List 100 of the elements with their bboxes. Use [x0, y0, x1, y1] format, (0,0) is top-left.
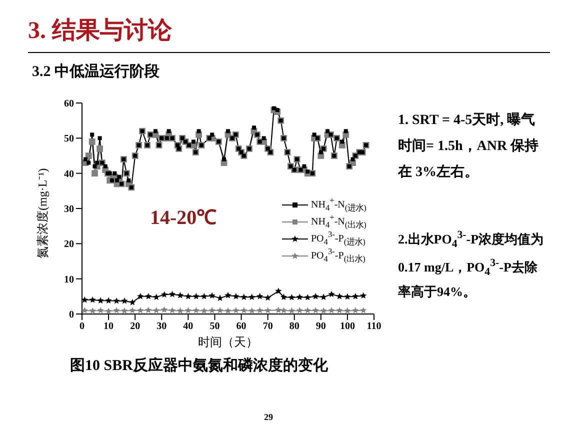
point: [336, 292, 343, 300]
point: [288, 294, 296, 300]
point: [200, 307, 208, 314]
y-tick-label: 10: [64, 274, 74, 286]
chart-title: 3. 结果与讨论: [28, 16, 172, 46]
point: [82, 306, 88, 314]
text: 1. SRT = 4-5天时, 曝气时间= 1.5h，ANR 保持在 3%左右。: [398, 111, 540, 182]
point: [168, 290, 176, 298]
point: [312, 306, 319, 314]
x-tick-label: 30: [156, 321, 167, 332]
legend-label: PO$_{4}$$^{3-}$-P$_{(出水)}$: [311, 246, 366, 264]
point: [184, 292, 192, 300]
x-tick-label: 0: [80, 321, 84, 332]
x-tick-label: 90: [316, 321, 326, 332]
x-tick-label: 70: [262, 321, 273, 332]
point: [184, 306, 192, 314]
point: [344, 307, 351, 314]
point: [121, 307, 128, 314]
point: [224, 307, 232, 314]
point: [328, 306, 335, 314]
y-axis-title: 氮素浓度(mg·L⁻¹): [35, 168, 50, 258]
point: [296, 306, 303, 314]
point: [344, 293, 351, 300]
x-tick-label: 50: [210, 321, 220, 332]
point: [360, 306, 367, 314]
point: [248, 294, 256, 300]
text: 2.出水PO$_{4}$$^{3-}$-P浓度均值为0.17 mg/L，PO$_{4}$$^{3-}$-P去除率高于94%。: [398, 229, 544, 299]
point: [176, 292, 184, 298]
point: [153, 306, 160, 314]
point: [264, 294, 272, 301]
point: [145, 292, 152, 300]
x-tick-label: 110: [366, 321, 382, 332]
legend-label: PO$_{4}$$^{3-}$-P$_{(进水)}$: [311, 230, 366, 248]
point: [280, 306, 288, 314]
point: [232, 292, 240, 300]
point: [113, 297, 120, 304]
y-tick-label: 60: [64, 98, 74, 110]
point: [89, 307, 96, 314]
point: [256, 306, 264, 314]
annotation: 14-20℃: [150, 206, 217, 230]
point: [113, 306, 120, 314]
point: [336, 306, 343, 314]
point: [240, 306, 248, 314]
caption: 图10 SBR反应器中氨氮和磷浓度的变化: [70, 356, 328, 375]
point: [208, 306, 216, 314]
point: [304, 306, 311, 314]
point: [328, 290, 335, 298]
point: [275, 288, 282, 294]
point: [360, 292, 367, 299]
point: [264, 306, 272, 314]
point: [97, 306, 104, 314]
point: [280, 294, 288, 300]
legend-label: NH$_{4}$$^{+}$-N$_{(出水)}$: [311, 212, 366, 230]
point: [248, 307, 256, 314]
point: [129, 306, 136, 314]
chart-subtitle: 3.2 中低温运行阶段: [32, 62, 160, 81]
point: [82, 296, 88, 303]
point: [137, 306, 144, 314]
x-tick-label: 40: [183, 321, 194, 332]
point: [256, 292, 264, 300]
point: [160, 291, 168, 298]
point: [275, 306, 282, 313]
y-tick-label: 0: [69, 310, 74, 321]
point: [160, 306, 168, 313]
point: [168, 306, 176, 314]
point: [352, 292, 359, 300]
point: [216, 306, 224, 314]
point: [200, 292, 208, 300]
x-tick-label: 80: [289, 321, 300, 332]
point: [145, 306, 152, 313]
point: [176, 307, 184, 314]
point: [352, 306, 359, 314]
x-tick-label: 10: [104, 321, 114, 332]
point: [192, 292, 200, 300]
y-tick-label: 50: [64, 134, 74, 145]
point: [240, 294, 248, 300]
point: [312, 292, 319, 300]
text: 29: [264, 412, 273, 422]
point: [232, 306, 240, 314]
point: [129, 298, 136, 306]
point: [296, 294, 303, 300]
point: [192, 306, 200, 314]
point: [288, 307, 296, 314]
y-tick-label: 30: [64, 204, 74, 216]
x-tick-label: 20: [130, 321, 140, 332]
point: [320, 307, 327, 314]
x-axis-title: 时间（天）: [198, 335, 258, 349]
point: [224, 292, 232, 298]
point: [121, 297, 128, 304]
point: [208, 292, 216, 299]
point: [320, 294, 327, 300]
y-tick-label: 20: [64, 239, 74, 250]
point: [105, 297, 112, 304]
point: [89, 296, 96, 303]
point: [137, 292, 144, 300]
point: [216, 294, 224, 302]
point: [105, 308, 112, 314]
point: [97, 297, 104, 304]
x-tick-label: 60: [236, 321, 246, 332]
point: [304, 294, 311, 300]
